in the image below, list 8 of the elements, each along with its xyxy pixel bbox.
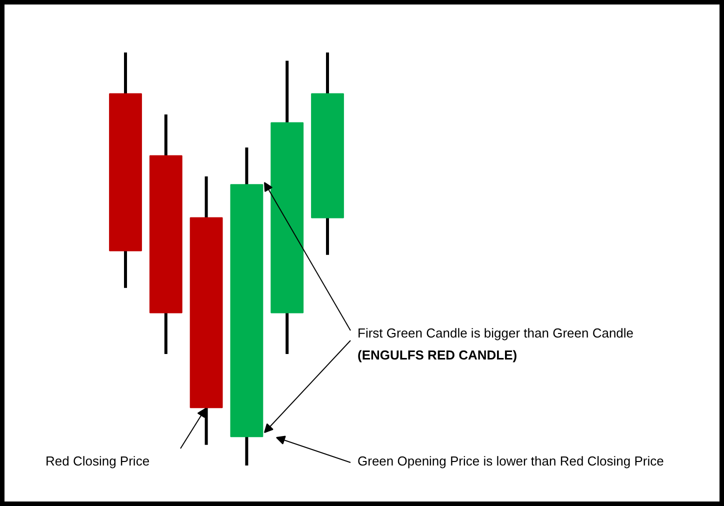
candlestick [190, 176, 223, 445]
candlestick [149, 114, 182, 354]
candlestick [311, 52, 344, 255]
text: (ENGULFS RED CANDLE) [358, 348, 518, 362]
text: First Green Candle is bigger than Green Candle [358, 326, 634, 340]
annotation: Red Closing Price [46, 454, 150, 468]
candlestick [109, 52, 142, 288]
text: Green Opening Price is lower than Red Closing Price [358, 454, 664, 468]
